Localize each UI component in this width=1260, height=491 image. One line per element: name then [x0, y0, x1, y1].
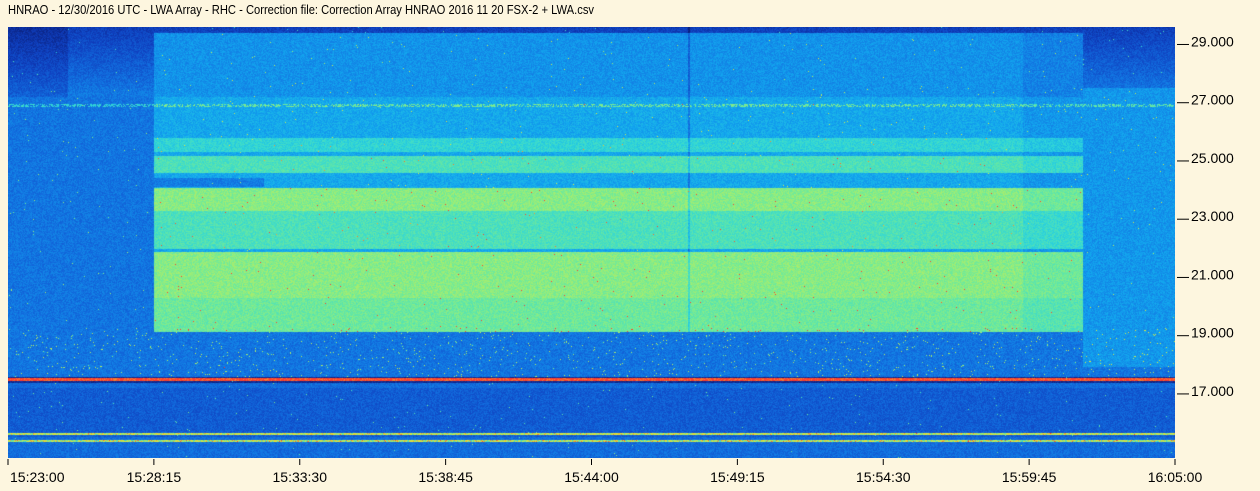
x-tick-label: 15:54:30 — [856, 469, 911, 485]
spectrogram-plot-area — [8, 27, 1175, 458]
x-tick-label: 15:28:15 — [127, 469, 182, 485]
x-tick-label: 15:33:30 — [273, 469, 328, 485]
chart-title: HNRAO - 12/30/2016 UTC - LWA Array - RHC… — [8, 2, 594, 17]
x-tick-label: 15:59:45 — [1002, 469, 1057, 485]
y-tick-label: 19.000 — [1191, 325, 1234, 341]
y-tick-label: 25.000 — [1191, 150, 1234, 166]
x-tick-label: 15:49:15 — [710, 469, 765, 485]
y-tick-label: 27.000 — [1191, 92, 1234, 108]
y-tick-label: 21.000 — [1191, 266, 1234, 282]
x-tick-label: 15:23:00 — [10, 469, 65, 485]
x-tick-label: 16:05:00 — [1148, 469, 1203, 485]
y-tick-label: 29.000 — [1191, 33, 1234, 49]
y-tick-label: 17.000 — [1191, 383, 1234, 399]
y-tick-label: 23.000 — [1191, 208, 1234, 224]
x-axis: 15:23:00 15:28:15 15:33:30 15:38:45 15:44:00… — [7, 459, 1203, 485]
x-tick-label: 15:44:00 — [564, 469, 619, 485]
x-tick-label: 15:38:45 — [418, 469, 473, 485]
y-axis: 29.000 27.000 25.000 23.000 21.000 19.000 17.0… — [1177, 33, 1234, 399]
spectrogram-heatmap — [8, 27, 1175, 458]
